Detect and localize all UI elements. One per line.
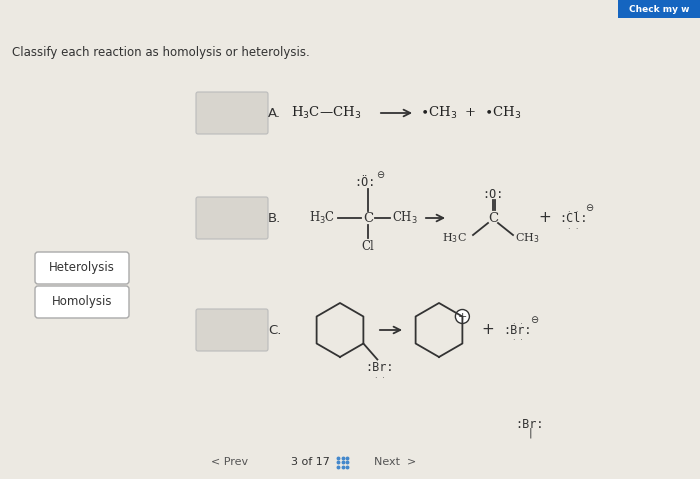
Text: Check my w: Check my w <box>629 4 690 13</box>
Text: :Br:: :Br: <box>365 361 393 374</box>
Text: ⊖: ⊖ <box>376 170 384 180</box>
FancyBboxPatch shape <box>618 0 700 18</box>
Text: Heterolysis: Heterolysis <box>49 262 115 274</box>
FancyBboxPatch shape <box>196 309 268 351</box>
Text: 3 of 17: 3 of 17 <box>290 457 330 467</box>
Text: C.: C. <box>268 323 281 337</box>
Text: A.: A. <box>268 106 281 119</box>
Text: H$_3$C—CH$_3$: H$_3$C—CH$_3$ <box>291 105 361 121</box>
Text: CH$_3$: CH$_3$ <box>392 210 418 226</box>
Text: |: | <box>528 428 532 438</box>
Text: Next  >: Next > <box>374 457 416 467</box>
Text: $\bullet$CH$_3$  +  $\bullet$CH$_3$: $\bullet$CH$_3$ + $\bullet$CH$_3$ <box>420 105 522 121</box>
Text: C: C <box>363 212 373 225</box>
Text: .  .: . . <box>568 205 578 215</box>
Text: .  .: . . <box>513 318 523 327</box>
Text: B.: B. <box>268 212 281 225</box>
Text: ⊖: ⊖ <box>585 203 593 213</box>
Text: CH$_3$: CH$_3$ <box>515 231 540 245</box>
Text: :Br:: :Br: <box>516 419 545 432</box>
Text: < Prev: < Prev <box>211 457 248 467</box>
Text: +: + <box>538 210 552 226</box>
Text: :Ö:: :Ö: <box>354 176 376 190</box>
Text: C: C <box>488 212 498 225</box>
Text: Homolysis: Homolysis <box>52 296 112 308</box>
Text: Cl: Cl <box>362 240 375 252</box>
FancyBboxPatch shape <box>35 286 129 318</box>
FancyBboxPatch shape <box>196 197 268 239</box>
Text: Classify each reaction as homolysis or heterolysis.: Classify each reaction as homolysis or h… <box>12 46 309 58</box>
FancyBboxPatch shape <box>196 92 268 134</box>
Text: H$_3$C: H$_3$C <box>309 210 335 226</box>
FancyBboxPatch shape <box>35 252 129 284</box>
Text: .  .: . . <box>513 333 523 342</box>
Text: .  .: . . <box>568 221 578 230</box>
Text: :Cl:: :Cl: <box>559 212 587 225</box>
Text: .  .: . . <box>374 371 384 380</box>
Text: +: + <box>482 322 494 338</box>
Text: :O:: :O: <box>482 187 504 201</box>
Text: H$_3$C: H$_3$C <box>442 231 467 245</box>
Circle shape <box>456 309 470 323</box>
Text: ⊖: ⊖ <box>530 315 538 325</box>
Text: +: + <box>458 311 467 321</box>
Text: :Br:: :Br: <box>504 323 532 337</box>
